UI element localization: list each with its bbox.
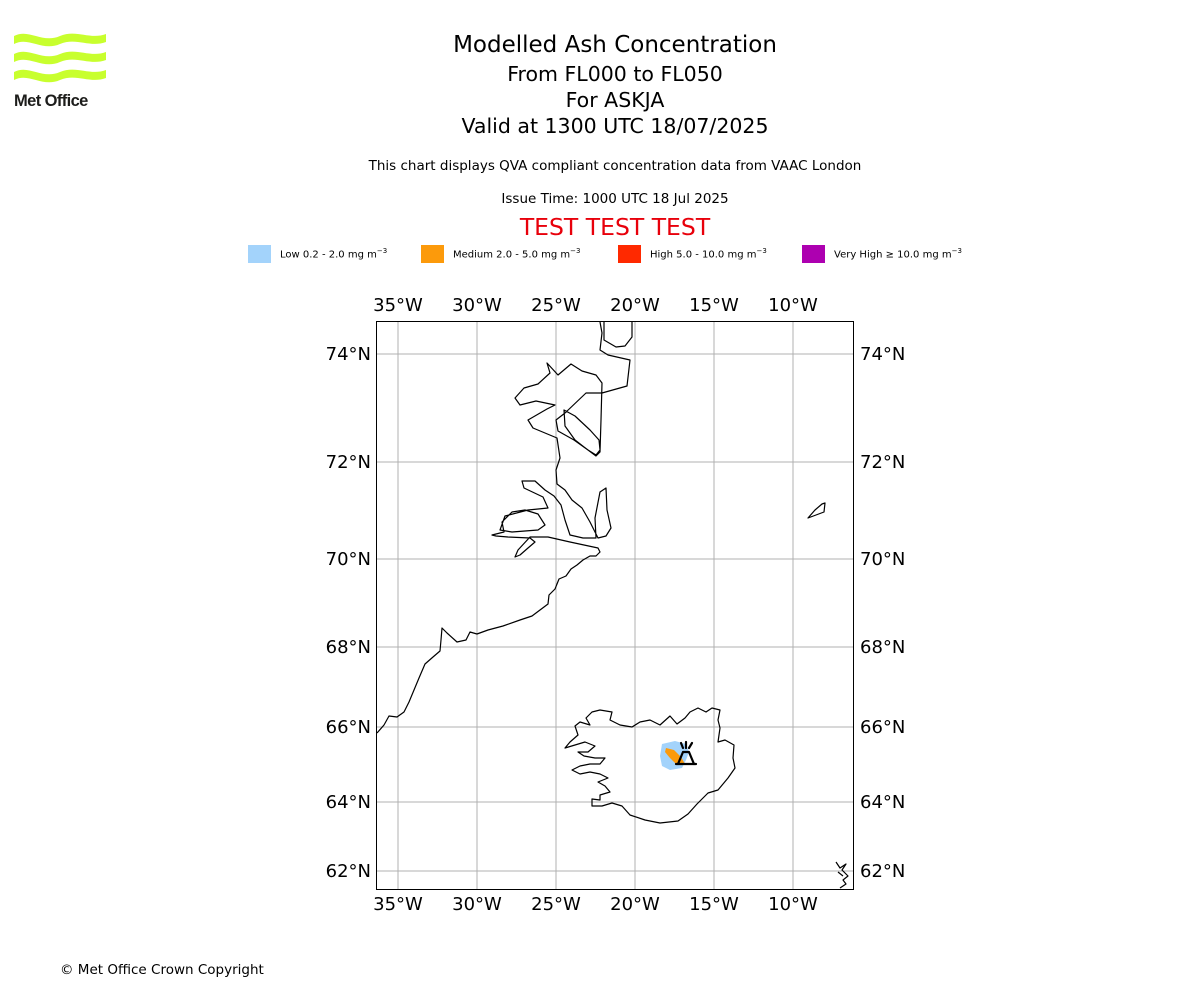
legend-swatch-very-high xyxy=(802,245,825,263)
faroe-coastline xyxy=(835,861,849,889)
lat-tick-right-72n: 72°N xyxy=(860,452,905,473)
met-office-logo: Met Office xyxy=(14,30,106,112)
lat-ticks-left: 74°N 72°N 70°N 68°N 66°N 64°N 62°N xyxy=(326,344,371,882)
lon-tick-bottom-35w: 35°W xyxy=(373,894,423,915)
lon-tick-bottom-25w: 25°W xyxy=(531,894,581,915)
lat-ticks-right: 74°N 72°N 70°N 68°N 66°N 64°N 62°N xyxy=(860,344,905,882)
greenland-coastline xyxy=(376,321,631,734)
lon-ticks-top: 35°W 30°W 25°W 20°W 15°W 10°W xyxy=(373,295,818,316)
legend-label-medium: Medium 2.0 - 5.0 mg m xyxy=(453,249,571,261)
legend-swatch-low xyxy=(248,245,271,263)
legend-item-low: Low 0.2 - 2.0 mg m−3 xyxy=(248,245,387,263)
chart-titles: Modelled Ash Concentration From FL000 to… xyxy=(0,30,1200,138)
lon-tick-bottom-15w: 15°W xyxy=(689,894,739,915)
lon-ticks-bottom: 35°W 30°W 25°W 20°W 15°W 10°W xyxy=(373,894,818,915)
legend-item-high: High 5.0 - 10.0 mg m−3 xyxy=(618,245,767,263)
valid-time: Valid at 1300 UTC 18/07/2025 xyxy=(461,114,769,138)
lat-tick-right-66n: 66°N xyxy=(860,717,905,738)
legend-swatch-medium xyxy=(421,245,444,263)
lat-tick-left-70n: 70°N xyxy=(326,549,371,570)
legend-item-very-high: Very High ≥ 10.0 mg m−3 xyxy=(802,245,962,263)
lon-tick-top-20w: 20°W xyxy=(610,295,660,316)
greenland-north-coastline xyxy=(603,322,633,348)
ash-concentration-areas xyxy=(660,741,689,770)
chart-title: Modelled Ash Concentration xyxy=(453,32,777,58)
volcano-name: For ASKJA xyxy=(565,88,665,112)
lat-tick-right-68n: 68°N xyxy=(860,637,905,658)
legend-label-low: Low 0.2 - 2.0 mg m xyxy=(280,249,377,261)
lat-tick-left-62n: 62°N xyxy=(326,861,371,882)
chart-description: This chart displays QVA compliant concen… xyxy=(368,158,862,174)
lon-tick-top-25w: 25°W xyxy=(531,295,581,316)
lat-tick-right-62n: 62°N xyxy=(860,861,905,882)
flight-level-range: From FL000 to FL050 xyxy=(507,62,723,86)
legend-unit-high: −3 xyxy=(756,247,767,256)
lat-tick-left-74n: 74°N xyxy=(326,344,371,365)
logo-text: Met Office xyxy=(14,92,88,110)
lat-tick-left-72n: 72°N xyxy=(326,452,371,473)
met-office-waves-icon xyxy=(14,33,106,83)
legend-item-medium: Medium 2.0 - 5.0 mg m−3 xyxy=(421,245,580,263)
lon-tick-bottom-10w: 10°W xyxy=(768,894,818,915)
legend-label-high: High 5.0 - 10.0 mg m xyxy=(650,249,757,261)
map-frame xyxy=(376,321,854,890)
copyright-notice: © Met Office Crown Copyright xyxy=(60,962,264,978)
graticule xyxy=(377,322,853,889)
lon-tick-top-30w: 30°W xyxy=(452,295,502,316)
lat-tick-right-64n: 64°N xyxy=(860,792,905,813)
lon-tick-top-15w: 15°W xyxy=(689,295,739,316)
coastlines xyxy=(376,321,849,889)
lon-tick-top-10w: 10°W xyxy=(768,295,818,316)
volcano-icon xyxy=(674,740,698,766)
legend-swatch-high xyxy=(618,245,641,263)
lon-tick-top-35w: 35°W xyxy=(373,295,423,316)
lat-tick-left-66n: 66°N xyxy=(326,717,371,738)
lat-tick-right-70n: 70°N xyxy=(860,549,905,570)
jan-mayen-coastline xyxy=(807,502,826,519)
legend-unit-very-high: −3 xyxy=(951,247,962,256)
lat-tick-left-68n: 68°N xyxy=(326,637,371,658)
lon-tick-bottom-20w: 20°W xyxy=(610,894,660,915)
lat-tick-right-74n: 74°N xyxy=(860,344,905,365)
concentration-legend: Low 0.2 - 2.0 mg m−3 Medium 2.0 - 5.0 mg… xyxy=(0,245,1200,265)
legend-unit-medium: −3 xyxy=(570,247,581,256)
test-banner: TEST TEST TEST xyxy=(519,213,711,241)
legend-unit-low: −3 xyxy=(376,247,388,256)
iceland-coastline xyxy=(564,707,736,824)
issue-time: Issue Time: 1000 UTC 18 Jul 2025 xyxy=(501,191,729,207)
lat-tick-left-64n: 64°N xyxy=(326,792,371,813)
legend-label-very-high: Very High ≥ 10.0 mg m xyxy=(834,249,952,261)
lon-tick-bottom-30w: 30°W xyxy=(452,894,502,915)
